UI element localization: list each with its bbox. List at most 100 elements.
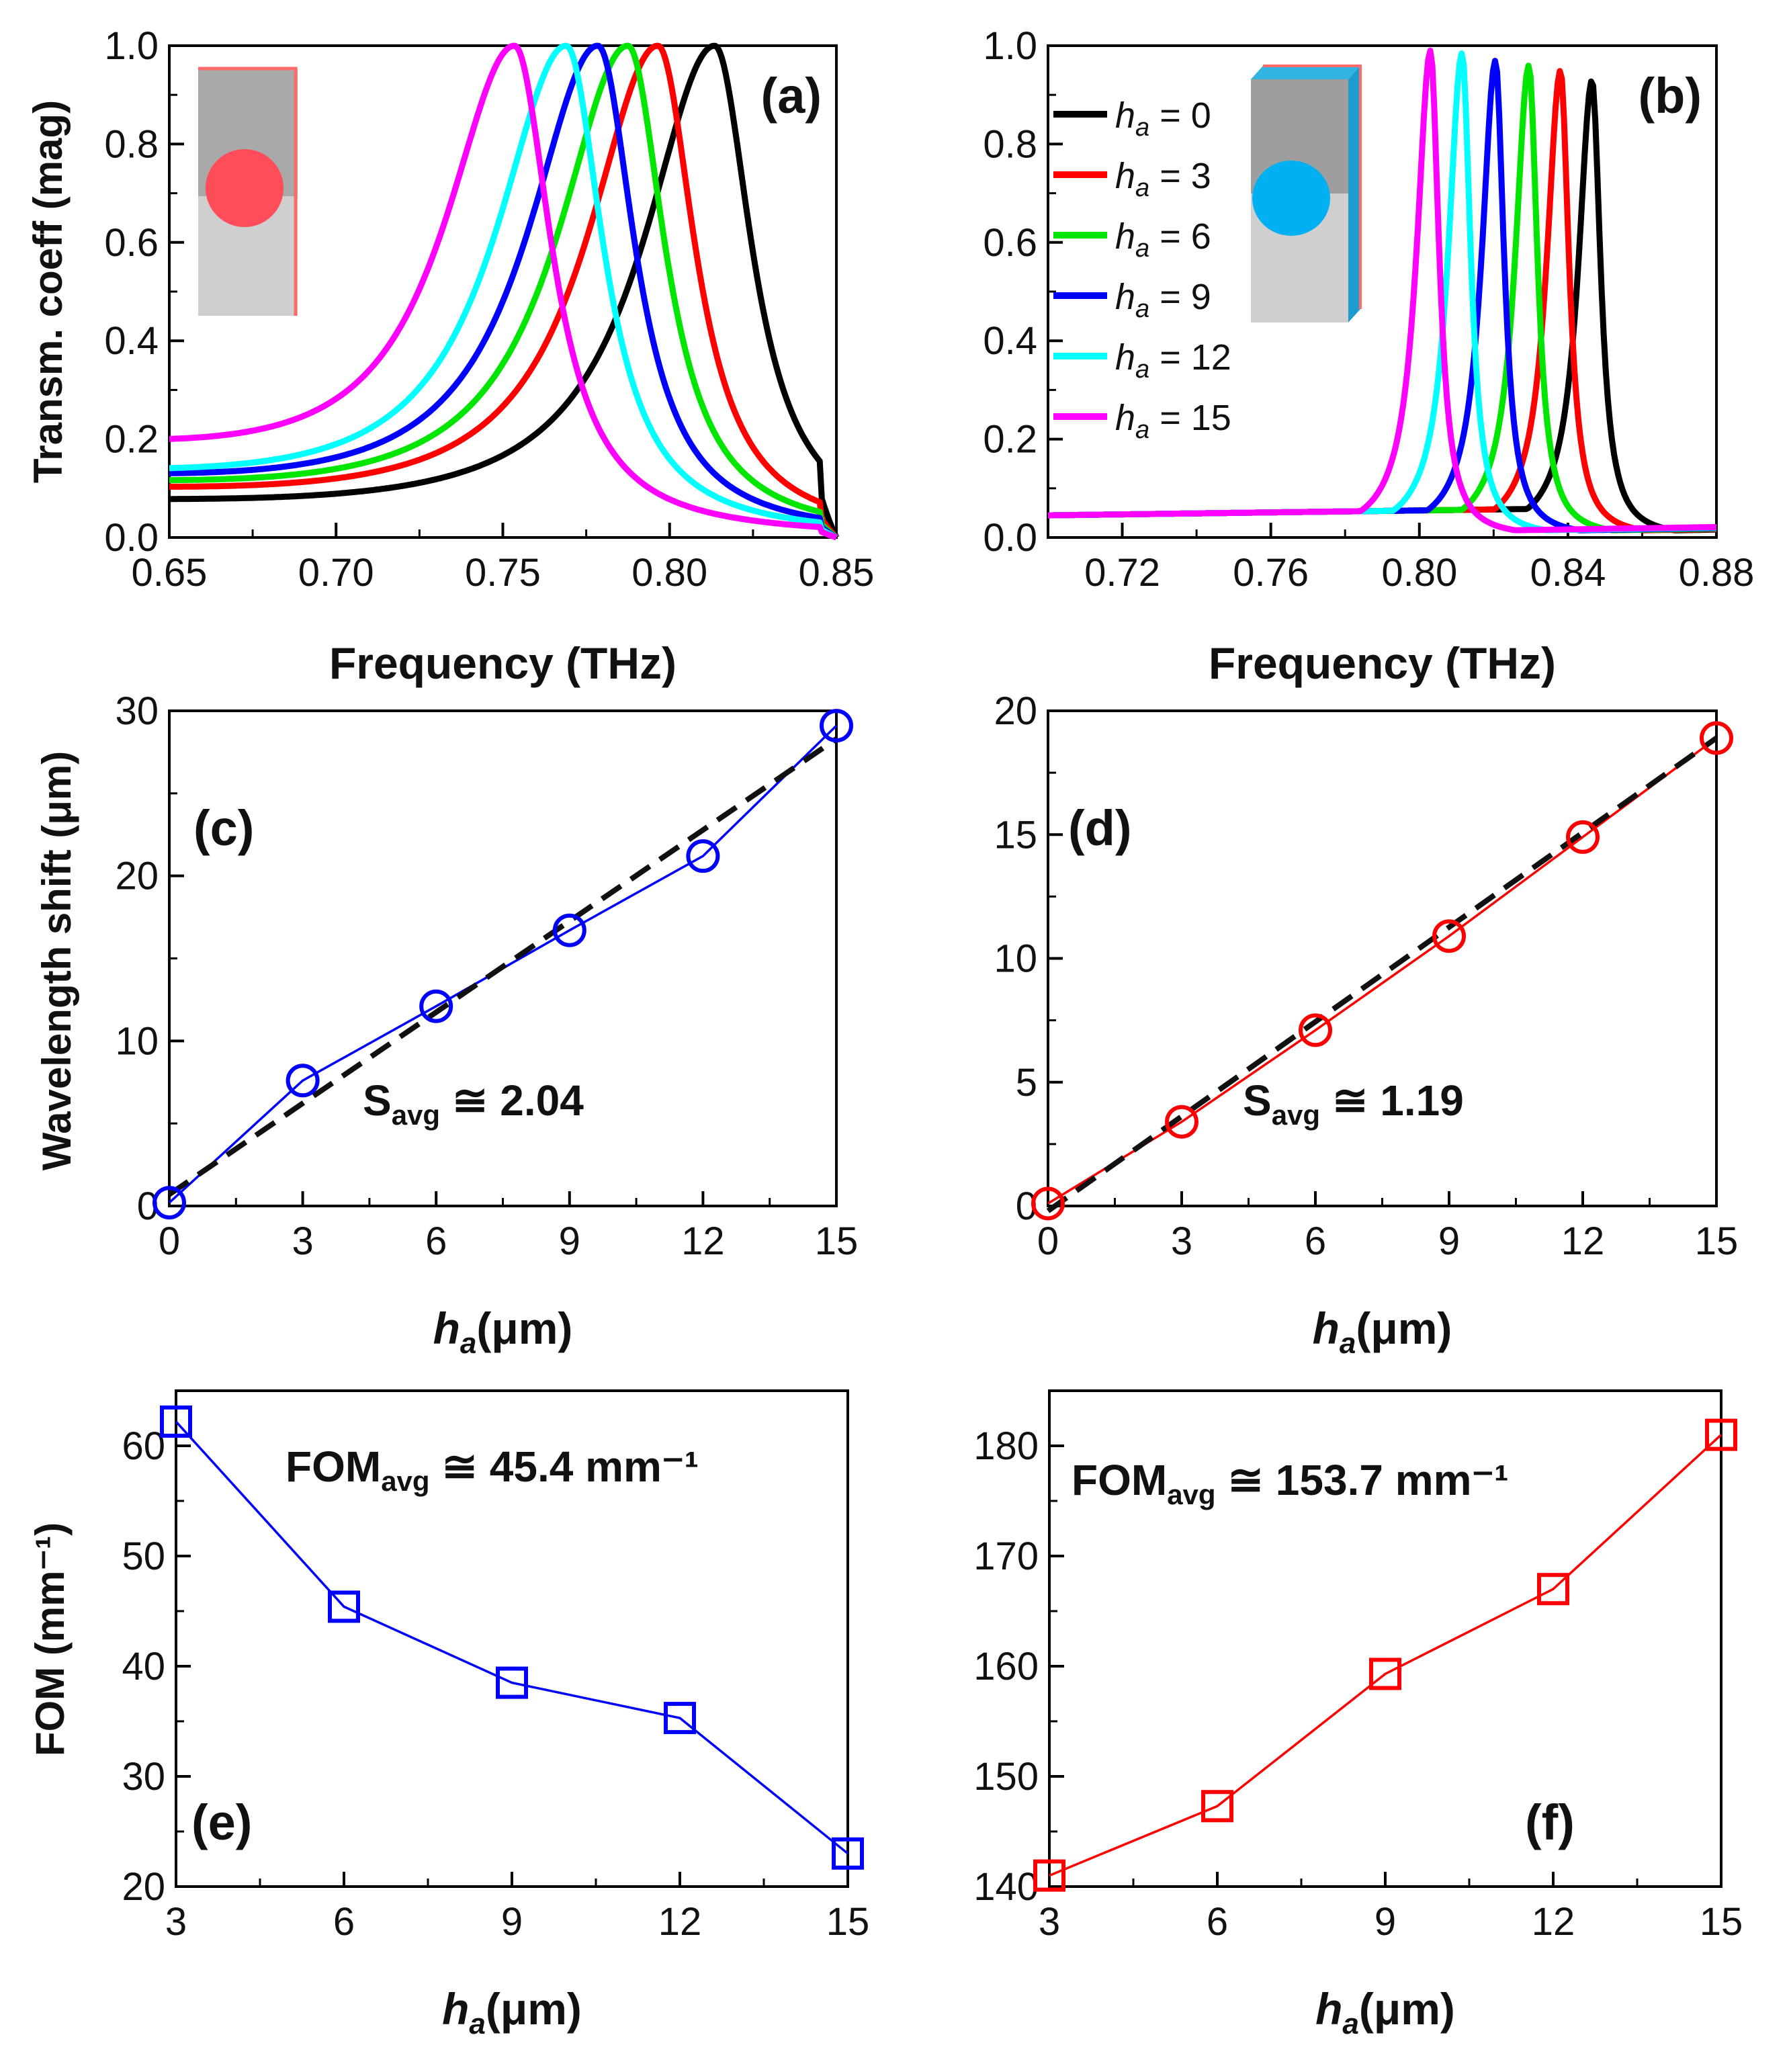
panel-label-f: (f) — [1525, 1795, 1575, 1850]
data-point-e-0 — [160, 1405, 192, 1438]
x-tick-label-e: 12 — [658, 1900, 702, 1944]
x-tick-label-b: 0.72 — [1084, 551, 1160, 595]
series-line-a-0 — [168, 42, 840, 539]
x-tick-label-c: 3 — [292, 1219, 313, 1263]
y-tick-label-a: 1.0 — [104, 24, 159, 68]
annotation-subscript: avg — [1167, 1479, 1215, 1510]
x-tick-label-d: 0 — [1037, 1219, 1059, 1263]
x-axis-label-h: h — [1315, 1984, 1342, 2034]
y-tick-label-b: 0.6 — [983, 221, 1037, 265]
x-tick-label-f: 3 — [1039, 1900, 1060, 1944]
annotation-subscript: avg — [1272, 1099, 1320, 1131]
x-tick-label-d: 12 — [1561, 1219, 1605, 1263]
data-point-f-3 — [1537, 1573, 1569, 1606]
legend-h: h — [1115, 216, 1135, 257]
data-point-c-0 — [152, 1186, 186, 1220]
x-tick-label-e: 3 — [165, 1900, 187, 1944]
x-axis-label-subscript: a — [460, 1327, 476, 1360]
legend-label-0: ha = 0 — [1115, 95, 1211, 142]
y-tick-label-b: 0.8 — [983, 122, 1037, 166]
series-line-a-2 — [168, 42, 838, 540]
x-tick-label-f: 6 — [1207, 1900, 1228, 1944]
inset-analyte-a — [206, 149, 283, 227]
annotation-c: Savg ≅ 2.04 — [363, 1076, 584, 1131]
y-tick-label-c: 10 — [115, 1019, 159, 1063]
panel-label-b: (b) — [1639, 68, 1702, 124]
inset-structure-a — [198, 67, 298, 316]
y-tick-label-e: 50 — [122, 1535, 165, 1578]
x-tick-label-c: 0 — [159, 1219, 180, 1263]
y-tick-label-b: 0.2 — [983, 418, 1037, 462]
x-tick-label-f: 9 — [1375, 1900, 1396, 1944]
panel-label-d: (d) — [1068, 800, 1132, 856]
legend-value: = 6 — [1149, 216, 1211, 257]
annotation-value: ≅ 1.19 — [1320, 1076, 1464, 1125]
legend-subscript: a — [1135, 114, 1149, 142]
legend-subscript: a — [1135, 234, 1149, 263]
legend-h: h — [1115, 95, 1135, 136]
series-line-a-1 — [168, 42, 839, 540]
x-axis-label-unit: (μm) — [476, 1303, 572, 1353]
x-axis-label-unit: (μm) — [486, 1984, 582, 2034]
y-tick-label-a: 0.8 — [104, 122, 159, 166]
y-tick-label-f: 180 — [973, 1424, 1039, 1468]
legend-h: h — [1115, 337, 1135, 378]
legend-h: h — [1115, 277, 1135, 317]
annotation-value: ≅ 45.4 mm⁻¹ — [430, 1442, 699, 1491]
x-axis-label-a: Frequency (THz) — [329, 638, 677, 688]
x-axis-label-h: h — [433, 1303, 460, 1353]
legend-label-4: ha = 12 — [1115, 337, 1231, 384]
x-tick-label-b: 0.88 — [1679, 551, 1755, 595]
x-axis-label-unit: (μm) — [1359, 1984, 1455, 2034]
y-axis-label-e: FOM (mm⁻¹) — [28, 1522, 73, 1756]
series-line-a-3 — [168, 42, 838, 540]
x-axis-label-subscript: a — [469, 2008, 485, 2040]
x-axis-label-subscript: a — [1342, 2008, 1358, 2040]
inset-top-layer-b — [1251, 66, 1360, 79]
annotation-main: FOM — [1072, 1456, 1167, 1504]
series-line-a-5 — [168, 42, 838, 541]
x-axis-label-h: h — [1313, 1303, 1340, 1353]
inset-edge-b — [1263, 64, 1362, 309]
x-tick-label-a: 0.75 — [465, 551, 541, 595]
x-tick-label-c: 12 — [681, 1219, 725, 1263]
annotation-d: Savg ≅ 1.19 — [1243, 1076, 1464, 1131]
y-tick-label-b: 1.0 — [983, 24, 1037, 68]
legend-subscript: a — [1135, 416, 1149, 444]
y-tick-label-e: 30 — [122, 1755, 165, 1799]
annotation-main: S — [1243, 1076, 1272, 1125]
data-point-c-3 — [552, 913, 586, 947]
y-tick-label-f: 160 — [973, 1645, 1039, 1688]
x-axis-label-d: ha(μm) — [1313, 1303, 1452, 1360]
annotation-subscript: avg — [381, 1465, 429, 1497]
series-line-e — [175, 1420, 849, 1855]
panel-label-a: (a) — [761, 68, 822, 124]
x-tick-label-e: 9 — [501, 1900, 523, 1944]
y-tick-label-a: 0.4 — [104, 319, 159, 363]
data-point-c-5 — [820, 709, 853, 743]
series-line-f — [1049, 1434, 1722, 1877]
inset-edge-a — [198, 67, 298, 316]
y-tick-label-d: 10 — [994, 937, 1037, 981]
legend-subscript: a — [1135, 174, 1149, 202]
data-point-f-1 — [1201, 1790, 1233, 1823]
x-tick-label-f: 15 — [1700, 1900, 1743, 1944]
y-tick-label-f: 170 — [973, 1535, 1039, 1578]
legend-h: h — [1115, 156, 1135, 196]
plot-frame-d — [1047, 709, 1718, 1207]
legend-label-5: ha = 15 — [1115, 398, 1231, 444]
x-tick-label-c: 9 — [559, 1219, 580, 1263]
x-tick-label-c: 15 — [815, 1219, 859, 1263]
legend-subscript: a — [1135, 355, 1149, 384]
y-tick-label-f: 150 — [973, 1755, 1039, 1799]
x-axis-label-subscript: a — [1340, 1327, 1356, 1360]
data-point-c-2 — [419, 989, 453, 1023]
x-tick-label-a: 0.80 — [631, 551, 707, 595]
data-point-d-4 — [1566, 820, 1600, 854]
y-tick-label-a: 0.6 — [104, 221, 159, 265]
data-point-d-0 — [1031, 1186, 1065, 1221]
annotation-main: FOM — [286, 1442, 381, 1491]
data-point-f-0 — [1033, 1859, 1065, 1892]
inset-analyte-b — [1252, 161, 1330, 236]
